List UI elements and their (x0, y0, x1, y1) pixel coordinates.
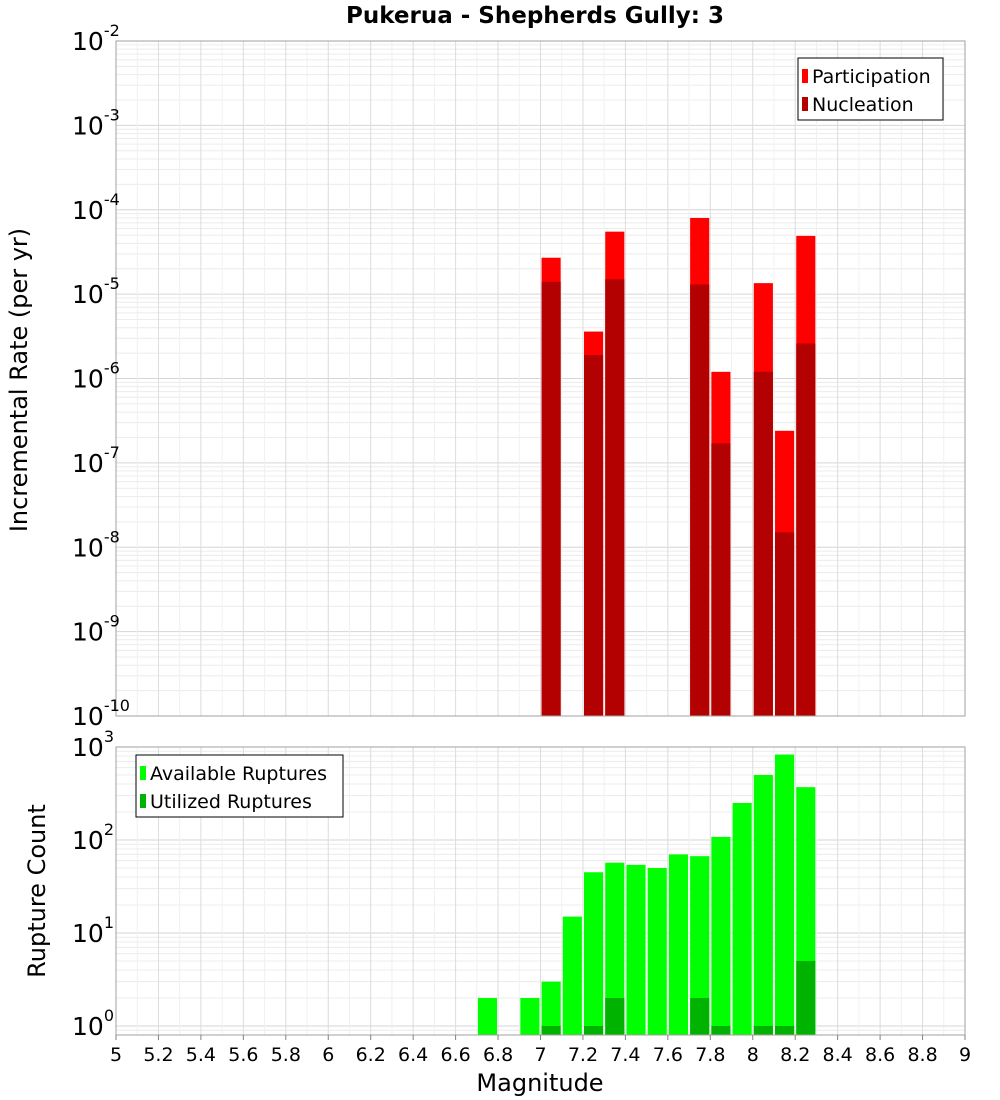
x-tick-label: 7.2 (568, 1044, 598, 1066)
bottom-legend-swatch (140, 766, 146, 780)
top-bars (541, 217, 816, 716)
bottom-panel: 100 101 102 103 Rupture Count Available Rup… (23, 727, 966, 1041)
top-bar-nucleation (605, 279, 625, 716)
top-y-tick-label: 10-7 (72, 443, 120, 478)
x-tick-label: 8 (747, 1044, 759, 1066)
top-y-tick-label: 10-6 (72, 359, 120, 394)
bottom-bar-available-ruptures (477, 997, 497, 1035)
bottom-legend: Available Ruptures Utilized Ruptures (135, 754, 344, 818)
top-bar-nucleation (690, 284, 710, 716)
top-bar-nucleation (796, 343, 816, 716)
bottom-bar-available-ruptures (711, 836, 731, 1035)
x-tick-label: 7 (534, 1044, 546, 1066)
top-bar-nucleation (753, 371, 773, 716)
bottom-bar-available-ruptures (626, 864, 646, 1035)
top-y-tick-label: 10-3 (72, 105, 120, 140)
bottom-bar-utilized-ruptures (690, 997, 710, 1035)
bottom-legend-swatch (140, 794, 146, 808)
top-y-tick-label: 10-5 (72, 274, 120, 309)
top-legend-swatch (802, 97, 808, 111)
top-bar-nucleation (541, 281, 561, 716)
bottom-bar-available-ruptures (775, 754, 795, 1035)
bottom-bar-available-ruptures (732, 802, 752, 1035)
bottom-bar-utilized-ruptures (541, 1025, 561, 1035)
top-y-tick-label: 10-2 (72, 21, 120, 56)
bottom-y-axis-label: Rupture Count (23, 804, 51, 978)
bottom-bar-available-ruptures (753, 774, 773, 1035)
top-legend-box (797, 57, 944, 121)
bottom-bar-utilized-ruptures (605, 997, 625, 1035)
chart-title: Pukerua - Shepherds Gully: 3 (346, 3, 724, 29)
x-tick-label: 8.8 (907, 1044, 937, 1066)
bottom-bar-utilized-ruptures (775, 1025, 795, 1035)
x-tick-label: 5.8 (271, 1044, 301, 1066)
bottom-bar-available-ruptures (605, 862, 625, 1035)
x-tick-label: 6 (322, 1044, 334, 1066)
top-plot-frame (115, 40, 966, 717)
x-tick-label: 7.8 (695, 1044, 725, 1066)
x-tick-label: 8.2 (780, 1044, 810, 1066)
top-y-tick-label: 10-9 (72, 612, 120, 647)
bottom-bars (477, 754, 816, 1035)
top-legend: Participation Nucleation (797, 57, 944, 121)
top-bar-nucleation (584, 354, 604, 716)
bottom-bar-available-ruptures (584, 872, 604, 1035)
bottom-bar-available-ruptures (520, 997, 540, 1035)
bottom-legend-label: Utilized Ruptures (150, 791, 312, 813)
x-tick-label: 7.4 (610, 1044, 640, 1066)
bottom-bar-available-ruptures (668, 854, 689, 1035)
x-ticks: 5 5.2 5.4 5.6 5.8 6 6.2 6.4 6.6 6.8 7 7.2 7.4 7.6 7.8 8… (110, 1035, 971, 1066)
top-legend-label: Nucleation (812, 94, 914, 116)
bottom-legend-label: Available Ruptures (150, 763, 327, 785)
top-y-ticks: 10-10 10-9 10-8 10-7 10-6 10-5 10-4 10-3 10-2 (72, 21, 130, 731)
bottom-bar-available-ruptures (647, 867, 667, 1035)
x-tick-label: 5 (110, 1044, 122, 1066)
bottom-bar-utilized-ruptures (753, 1025, 773, 1035)
x-tick-label: 9 (959, 1044, 971, 1066)
bottom-bar-utilized-ruptures (711, 1025, 731, 1035)
bottom-legend-box (135, 754, 344, 818)
x-tick-label: 5.6 (228, 1044, 258, 1066)
bottom-bar-utilized-ruptures (584, 1025, 604, 1035)
bottom-y-tick-label: 100 (72, 1006, 114, 1041)
x-axis-label: Magnitude (476, 1069, 603, 1097)
x-tick-label: 5.2 (143, 1044, 173, 1066)
bottom-y-tick-label: 102 (72, 820, 114, 855)
bottom-bar-available-ruptures (541, 981, 561, 1035)
x-tick-label: 6.8 (483, 1044, 513, 1066)
bottom-y-ticks: 100 101 102 103 (72, 727, 114, 1041)
x-tick-label: 5.4 (186, 1044, 216, 1066)
top-y-tick-label: 10-8 (72, 527, 120, 562)
bottom-y-tick-label: 103 (72, 727, 114, 762)
bottom-bar-utilized-ruptures (796, 960, 816, 1035)
x-tick-label: 6.6 (440, 1044, 470, 1066)
x-tick-label: 8.4 (823, 1044, 853, 1066)
x-tick-label: 6.2 (356, 1044, 386, 1066)
top-panel: 10-10 10-9 10-8 10-7 10-6 10-5 10-4 10-3 10-2 In… (5, 21, 966, 731)
x-tick-label: 6.4 (398, 1044, 428, 1066)
top-bar-nucleation (775, 532, 795, 716)
top-grid (115, 40, 966, 717)
bottom-bar-available-ruptures (690, 856, 710, 1035)
top-y-tick-label: 10-4 (72, 190, 120, 225)
top-y-axis-label: Incremental Rate (per yr) (5, 228, 33, 532)
top-legend-label: Participation (812, 66, 931, 88)
top-bar-nucleation (711, 443, 731, 716)
bottom-y-tick-label: 101 (72, 913, 114, 948)
top-legend-swatch (802, 69, 808, 83)
x-tick-label: 7.6 (653, 1044, 683, 1066)
top-y-tick-label: 10-10 (72, 696, 130, 731)
x-tick-label: 8.6 (865, 1044, 895, 1066)
bottom-bar-available-ruptures (562, 916, 582, 1035)
